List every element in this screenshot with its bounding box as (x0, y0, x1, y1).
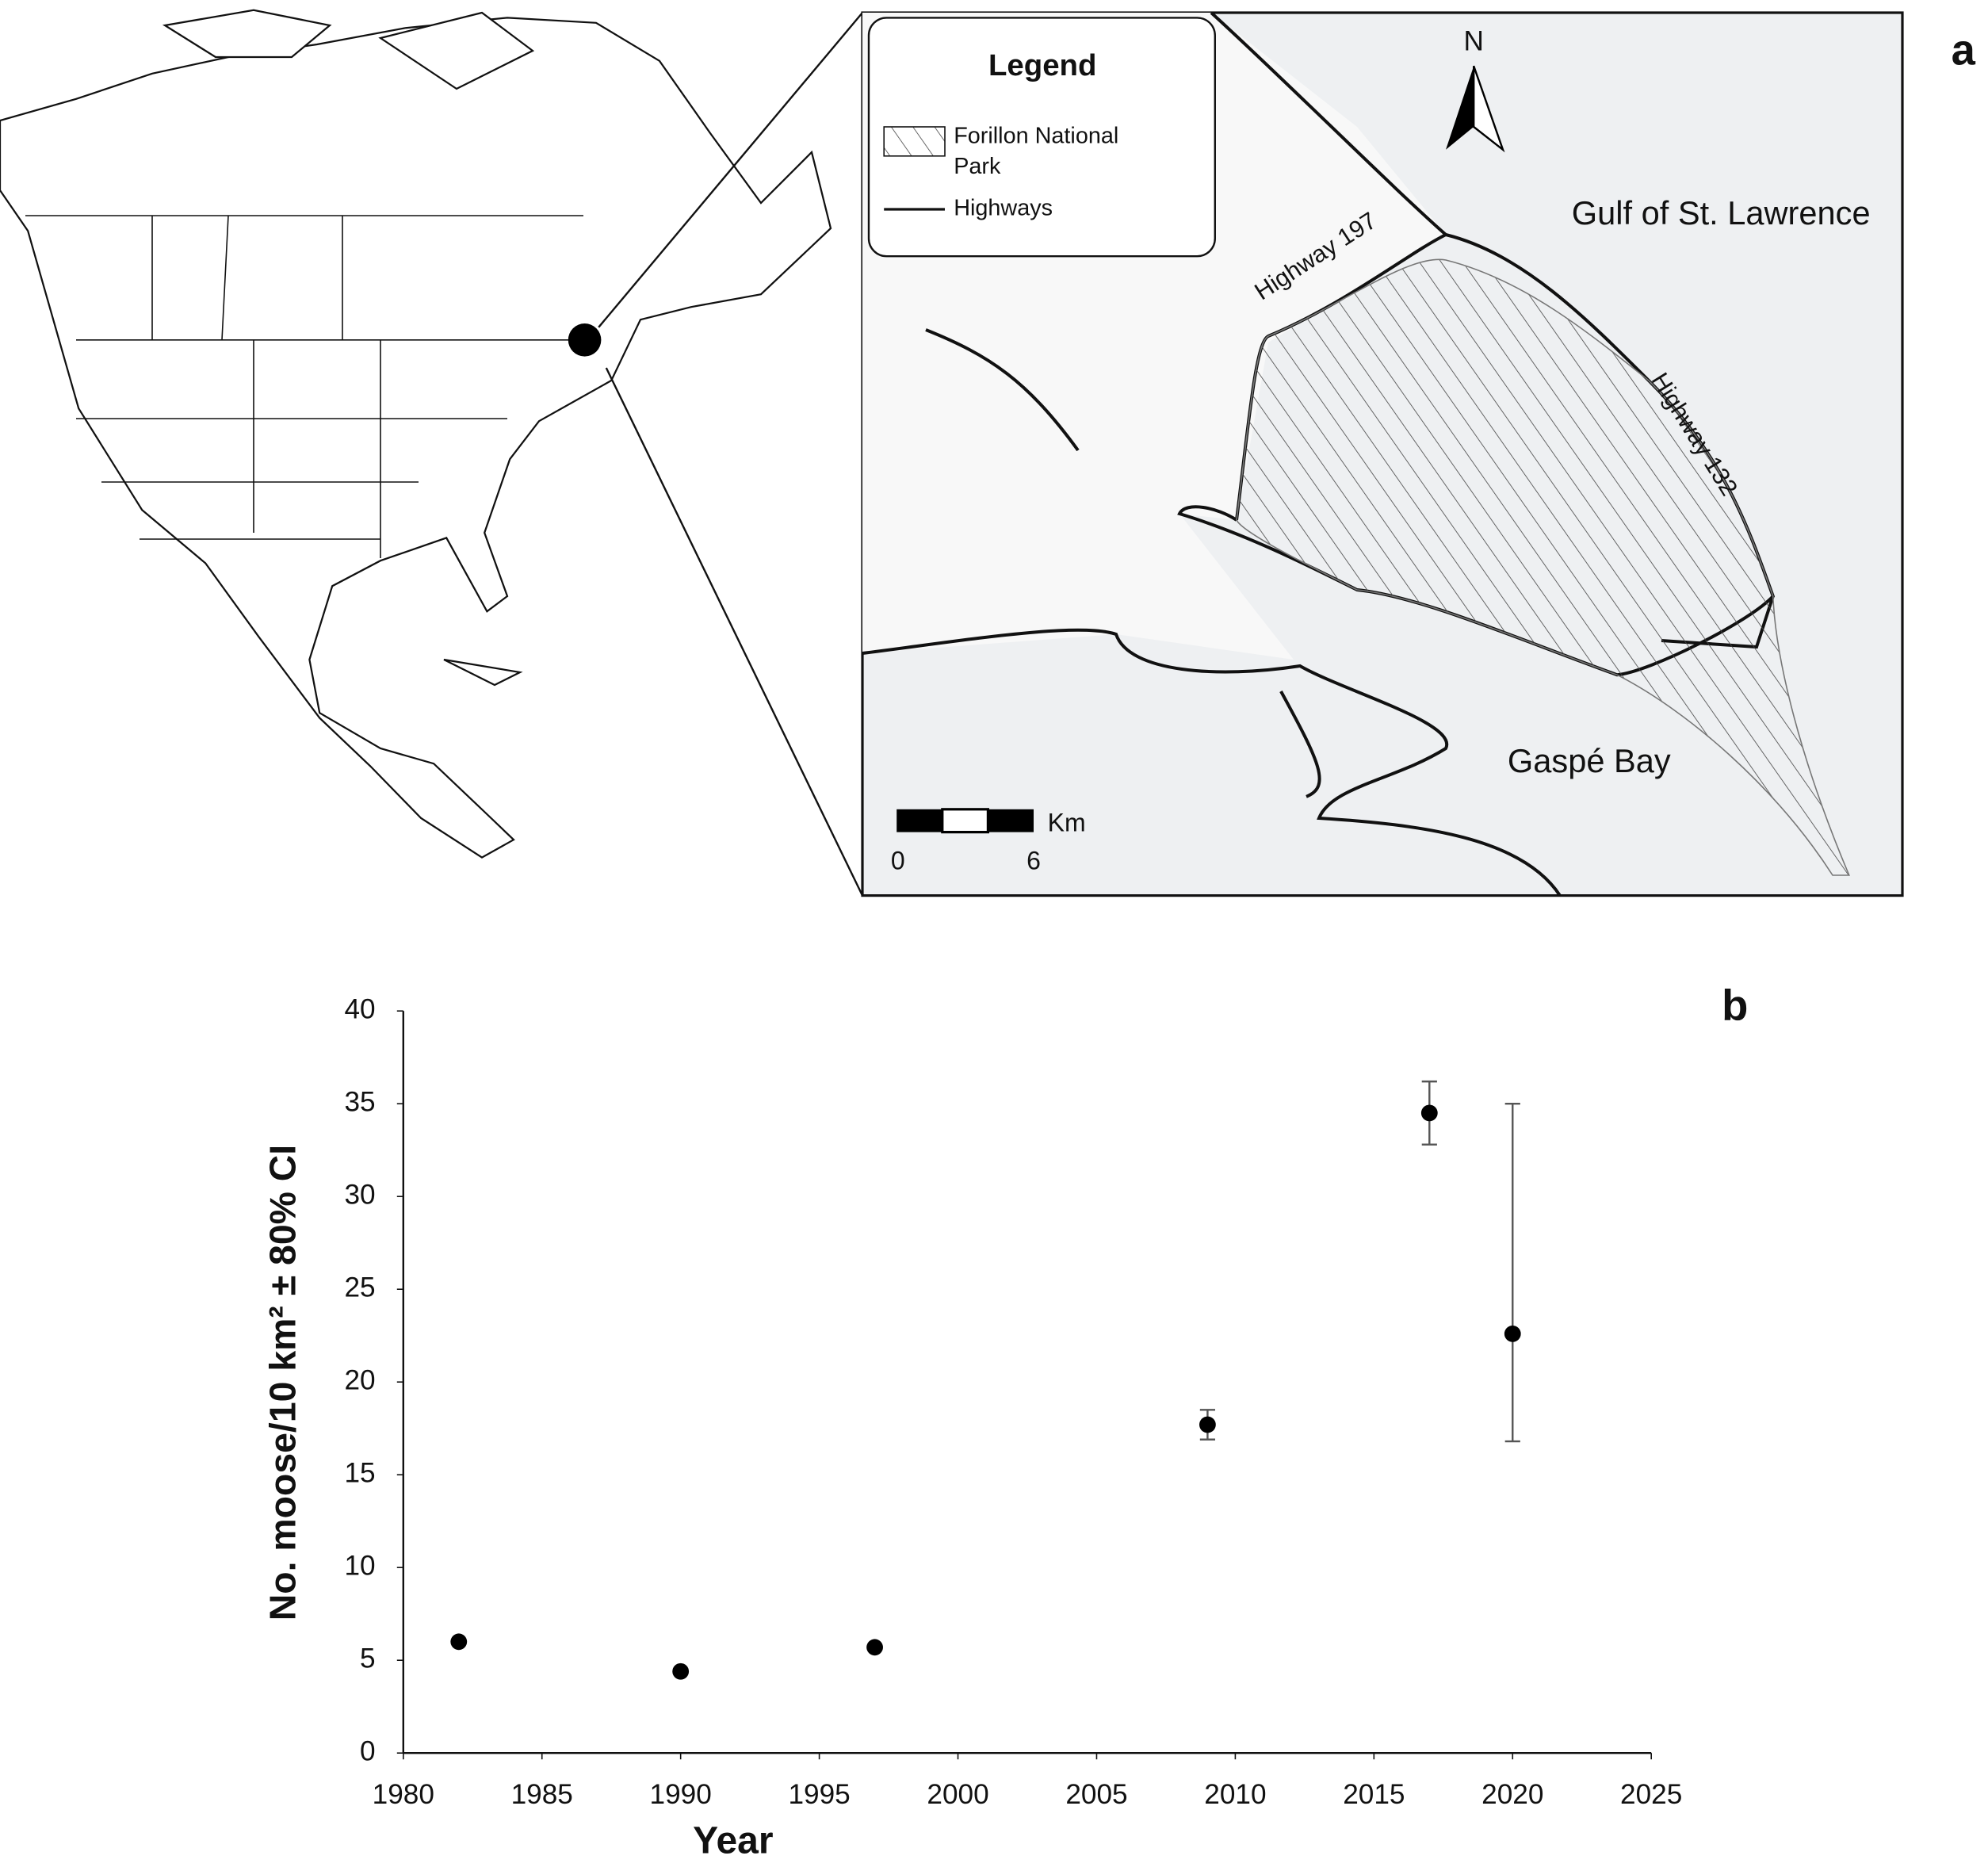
scale-unit: Km (1048, 808, 1086, 836)
x-tick-label: 2025 (1620, 1779, 1682, 1810)
x-tick-label: 1980 (373, 1779, 434, 1810)
x-tick-label: 2000 (927, 1779, 988, 1810)
inset-map: Legend Forillon National Park Highways N… (861, 11, 1904, 897)
data-point (672, 1662, 690, 1680)
panel-label: b (1722, 981, 1748, 1029)
legend-label: Forillon National (954, 123, 1118, 148)
panel-label: a (1952, 26, 1976, 75)
x-tick-label: 2005 (1065, 1779, 1127, 1810)
continent-map (0, 9, 832, 859)
data-point (450, 1633, 468, 1651)
data-point (866, 1639, 883, 1656)
y-tick-label: 25 (344, 1272, 375, 1303)
x-tick-label: 2020 (1481, 1779, 1543, 1810)
north-label: N (1463, 26, 1483, 57)
x-tick-label: 1995 (788, 1779, 850, 1810)
y-tick-label: 40 (344, 993, 375, 1024)
x-tick-label: 1990 (650, 1779, 712, 1810)
data-point (1504, 1325, 1521, 1342)
x-tick-label: 2015 (1343, 1779, 1405, 1810)
y-tick-label: 15 (344, 1457, 375, 1488)
y-tick-label: 35 (344, 1086, 375, 1117)
y-tick-label: 30 (344, 1179, 375, 1210)
x-tick-label: 2010 (1204, 1779, 1266, 1810)
x-axis-title: Year (693, 1819, 773, 1861)
y-tick-label: 0 (360, 1735, 376, 1766)
data-point (1420, 1104, 1438, 1122)
zoom-line (605, 367, 864, 897)
legend-label: Park (954, 154, 1001, 179)
legend-title: Legend (988, 48, 1097, 82)
y-tick-label: 20 (344, 1364, 375, 1395)
place-label: Gaspé Bay (1508, 742, 1671, 779)
location-dot (568, 323, 602, 357)
zoom-line (598, 12, 863, 328)
scale-label: 0 (891, 846, 905, 874)
legend-label: Highways (954, 196, 1053, 221)
y-axis-title: No. moose/10 km² ± 80% CI (262, 1145, 303, 1620)
x-tick-label: 1985 (511, 1779, 573, 1810)
y-tick-label: 5 (360, 1643, 376, 1674)
y-tick-label: 10 (344, 1550, 375, 1581)
scale-label: 6 (1026, 846, 1041, 874)
place-label: Gulf of St. Lawrence (1572, 194, 1871, 231)
data-point (1199, 1416, 1216, 1433)
